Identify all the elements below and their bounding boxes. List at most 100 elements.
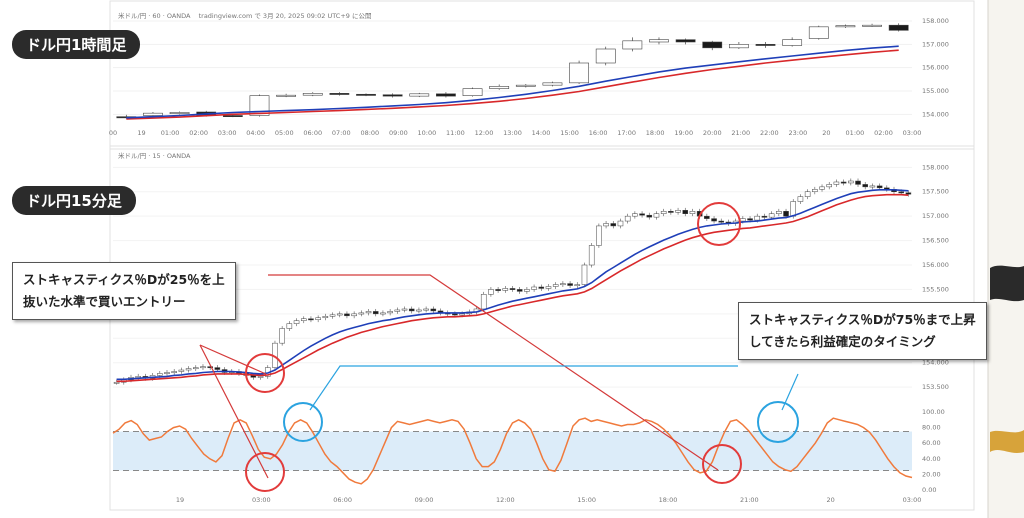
circle-blue-left: [283, 402, 323, 442]
top-source-text: 米ドル/円 · 60 · OANDA: [118, 12, 191, 20]
m15-candle-body: [552, 284, 559, 287]
m15-candle-body: [754, 215, 761, 221]
m15-chart: 158.000 157.500 157.000 156.500 156.000 155.5…: [113, 163, 949, 391]
stoch-y-tick: 40.00: [922, 455, 941, 463]
m15-y-tick: 154.000: [922, 359, 949, 367]
m15-candle-body: [344, 313, 350, 317]
m15-candle-body: [387, 311, 393, 314]
m15-candle-body: [157, 373, 163, 376]
circle-sell-price: [697, 202, 741, 246]
m15-candle-body: [776, 211, 782, 214]
hourly-candle-body: [808, 26, 829, 39]
m15-candle-body: [200, 366, 206, 369]
hourly-candle-body: [595, 48, 616, 64]
m15-y-tick: 158.000: [922, 163, 949, 171]
m15-candle-body: [812, 189, 818, 192]
m15-candle-body: [214, 367, 221, 370]
hourly-x-tick: 19: [137, 129, 145, 137]
hourly-x-tick: 21:00: [731, 129, 750, 137]
hourly-x-tick: 01:00: [161, 129, 180, 137]
m15-candle-body: [862, 184, 868, 188]
hourly-candle-body: [755, 44, 776, 46]
m15-x-tick: 12:00: [496, 496, 515, 504]
hourly-y-tick: 156.000: [922, 64, 949, 72]
callout-sell-line1: ストキャスティクス％Dが75％まで上昇: [749, 312, 976, 327]
stoch-y-tick: 80.00: [922, 424, 941, 432]
m15-candle-body: [351, 313, 357, 317]
m15-candle-body: [315, 317, 321, 320]
m15-candle-body: [300, 318, 307, 321]
m15-candle-body: [452, 313, 458, 316]
hourly-candle-body: [356, 93, 376, 96]
top-meta: 米ドル/円 · 60 · OANDA tradingview.com で 3月 …: [118, 10, 371, 20]
m15-candle-body: [336, 313, 343, 316]
stoch-band: [113, 431, 912, 471]
hourly-x-tick: 08:00: [360, 129, 379, 137]
m15-candle-body: [898, 191, 904, 194]
m15-candle-body: [567, 283, 573, 286]
m15-candle-body: [279, 328, 285, 344]
m15-candle-body: [524, 289, 530, 292]
hourly-candle-body: [436, 93, 456, 97]
m15-candle-body: [639, 213, 645, 216]
hourly-candle-body: [302, 93, 323, 96]
hourly-candle-body: [169, 112, 190, 114]
m15-y-tick: 155.500: [922, 285, 949, 293]
m15-candle-body: [509, 288, 516, 290]
m15-candle-body: [682, 210, 689, 214]
m15-candle-body: [704, 215, 710, 219]
m15-x-tick: 09:00: [415, 496, 434, 504]
m15-candle-body: [610, 223, 617, 227]
m15-candle-body: [423, 308, 429, 311]
hourly-candle-body: [329, 93, 350, 95]
hourly-x-tick: 15:00: [560, 129, 579, 137]
m15-candle-body: [488, 289, 494, 295]
hourly-ma-fast: [126, 45, 899, 119]
hourly-candle-body: [675, 39, 696, 43]
hourly-candle-body: [515, 84, 536, 87]
m15-candle-body: [372, 311, 379, 315]
hourly-candle-body: [702, 41, 723, 49]
m15-candle-body: [581, 264, 588, 285]
stoch-y-tick: 60.00: [922, 439, 941, 447]
hourly-x-tick: 09:00: [389, 129, 408, 137]
hourly-frame: [109, 0, 975, 150]
line-to-sell-circle: [268, 274, 719, 471]
m15-candle-body: [768, 213, 775, 218]
m15-ma-slow: [116, 193, 909, 383]
m15-candle-body: [164, 372, 170, 374]
m15-source-text: 米ドル/円 · 15 · OANDA: [118, 152, 191, 160]
m15-ma-fast: [116, 189, 909, 381]
m15-candle-body: [193, 367, 199, 370]
hourly-y-tick: 158.000: [922, 17, 949, 25]
m15-y-tick: 153.500: [922, 383, 949, 391]
m15-candle-body: [840, 181, 847, 184]
hourly-x-tick: 22:00: [760, 129, 779, 137]
m15-x-tick: 19: [176, 496, 184, 504]
hourly-x-tick: 10:00: [418, 129, 437, 137]
m15-candle-body: [178, 369, 185, 372]
m15-candle-body: [495, 289, 501, 291]
m15-x-tick: 18:00: [659, 496, 678, 504]
m15-candle-body: [761, 215, 768, 218]
m15-candle-body: [740, 218, 746, 222]
m15-candle-body: [560, 283, 566, 286]
m15-y-tick: 157.500: [922, 188, 949, 196]
m15-candle-body: [185, 368, 192, 371]
m15-candle-body: [480, 294, 487, 310]
hourly-candle-body: [462, 88, 483, 96]
m15-candle-body: [408, 308, 415, 312]
callout-buy: ストキャスティクス％Dが25％を上 抜いた水準で買いエントリー: [12, 262, 236, 320]
hourly-y-tick: 155.000: [922, 87, 949, 95]
hourly-x-tick: 03:00: [903, 129, 922, 137]
m15-candle-body: [646, 214, 653, 218]
m15-y-tick: 157.000: [922, 212, 949, 220]
m15-y-tick: 156.500: [922, 237, 949, 245]
m15-candle-body: [675, 210, 681, 213]
m15-candle-body: [869, 185, 876, 188]
m15-candle-body: [430, 308, 437, 312]
m15-x-tick: 20: [827, 496, 835, 504]
circle-blue-right: [757, 401, 799, 443]
m15-candle-body: [394, 309, 401, 312]
m15-candle-body: [747, 218, 753, 221]
